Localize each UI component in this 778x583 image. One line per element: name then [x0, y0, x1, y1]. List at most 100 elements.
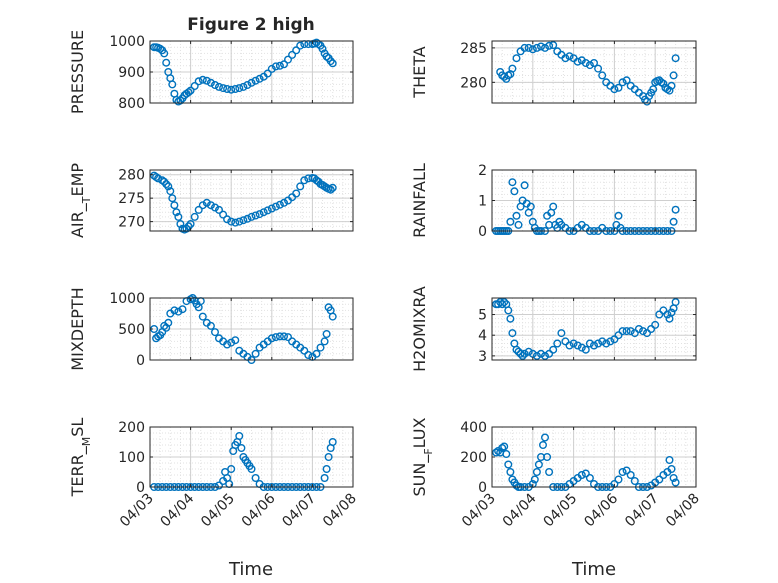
data-point — [508, 329, 517, 338]
data-point — [594, 64, 603, 73]
data-point — [573, 57, 582, 66]
data-point — [537, 42, 546, 51]
data-point — [594, 339, 603, 348]
data-point — [322, 52, 331, 61]
data-point — [164, 182, 173, 191]
data-point — [198, 201, 207, 210]
subplot-h2omixra: 3 4 5 H2OMIXRA — [410, 286, 697, 372]
data-point — [214, 481, 223, 490]
data-point — [154, 174, 163, 183]
y-tick-label: 500 — [118, 322, 145, 338]
axes-frame — [491, 297, 697, 361]
data-point — [614, 83, 623, 92]
data-point — [328, 438, 337, 447]
data-point — [316, 343, 325, 352]
data-point — [669, 217, 678, 226]
data-point — [510, 187, 519, 196]
y-tick-label: 3 — [478, 349, 487, 365]
subplot-mixdepth: 0 500 1000 MIXDEPTH — [68, 287, 354, 371]
data-point — [512, 54, 521, 63]
y-tick-label: 100 — [118, 450, 145, 466]
data-point — [184, 88, 193, 97]
data-point — [227, 338, 236, 347]
data-point — [166, 187, 175, 196]
data-point — [247, 465, 256, 474]
data-point — [618, 78, 627, 87]
data-point — [518, 351, 527, 360]
y-tick-label: 0 — [136, 353, 145, 369]
data-point — [172, 208, 181, 217]
data-point — [267, 334, 276, 343]
data-point — [223, 84, 232, 93]
data-point — [577, 343, 586, 352]
data-point — [210, 80, 219, 89]
data-point — [598, 337, 607, 346]
data-point — [524, 347, 533, 356]
x-tick-label: 04/06 — [239, 490, 279, 530]
x-tick-label: 04/06 — [581, 490, 621, 530]
data-point — [194, 205, 203, 214]
y-tick-label: 400 — [460, 420, 487, 436]
data-point — [243, 80, 252, 89]
y-tick-label: 1000 — [109, 291, 145, 307]
data-point — [186, 219, 195, 228]
data-point — [626, 471, 635, 480]
data-point — [174, 212, 183, 221]
y-tick-label: 275 — [118, 191, 145, 207]
data-point — [581, 469, 590, 478]
data-point — [506, 468, 515, 477]
data-point — [667, 81, 676, 90]
data-point — [585, 61, 594, 70]
y-tick-label: 0 — [478, 224, 487, 240]
x-tick-label: 04/07 — [622, 491, 662, 531]
data-point — [561, 337, 570, 346]
data-point — [239, 82, 248, 91]
y-axis-label: THETA — [410, 46, 429, 98]
data-point — [247, 78, 256, 87]
data-point — [219, 210, 228, 219]
data-point — [581, 59, 590, 68]
data-point — [214, 82, 223, 91]
data-point — [206, 201, 215, 210]
data-point — [239, 216, 248, 225]
data-point — [614, 475, 623, 484]
y-axis-label: TERR_MSL — [68, 418, 93, 498]
data-point — [614, 331, 623, 340]
data-point — [618, 468, 627, 477]
data-point — [565, 341, 574, 350]
data-point — [651, 320, 660, 329]
data-point — [565, 52, 574, 61]
x-tick-label: 04/08 — [663, 491, 703, 531]
data-point — [541, 43, 550, 52]
y-axis-label: RAINFALL — [410, 163, 429, 238]
subplot-sun_flux: 0 200 400 SUN_FLUX 04/03 04/04 04/05 04/06 04/07… — [410, 417, 703, 530]
x-tick-label: 04/05 — [541, 491, 581, 531]
data-point — [539, 441, 548, 450]
data-point — [251, 474, 260, 483]
data-point — [170, 201, 179, 210]
data-point — [251, 349, 260, 358]
y-tick-label: 280 — [460, 75, 487, 91]
data-point — [320, 474, 329, 483]
data-point — [671, 478, 680, 487]
data-point — [671, 298, 680, 307]
data-point — [210, 203, 219, 212]
data-point — [280, 198, 289, 207]
x-tick-label: 04/03 — [117, 491, 157, 531]
data-point — [198, 75, 207, 84]
data-point — [247, 212, 256, 221]
data-point — [618, 327, 627, 336]
data-point — [659, 306, 668, 315]
data-point — [280, 332, 289, 341]
data-point — [671, 205, 680, 214]
data-point — [328, 312, 337, 321]
data-point — [610, 335, 619, 344]
data-point — [284, 55, 293, 64]
y-tick-label: 4 — [478, 328, 487, 344]
y-axis-label: MIXDEPTH — [68, 287, 87, 370]
y-tick-label: 285 — [460, 41, 487, 57]
data-point — [585, 474, 594, 483]
data-point — [647, 325, 656, 334]
data-point — [288, 50, 297, 59]
